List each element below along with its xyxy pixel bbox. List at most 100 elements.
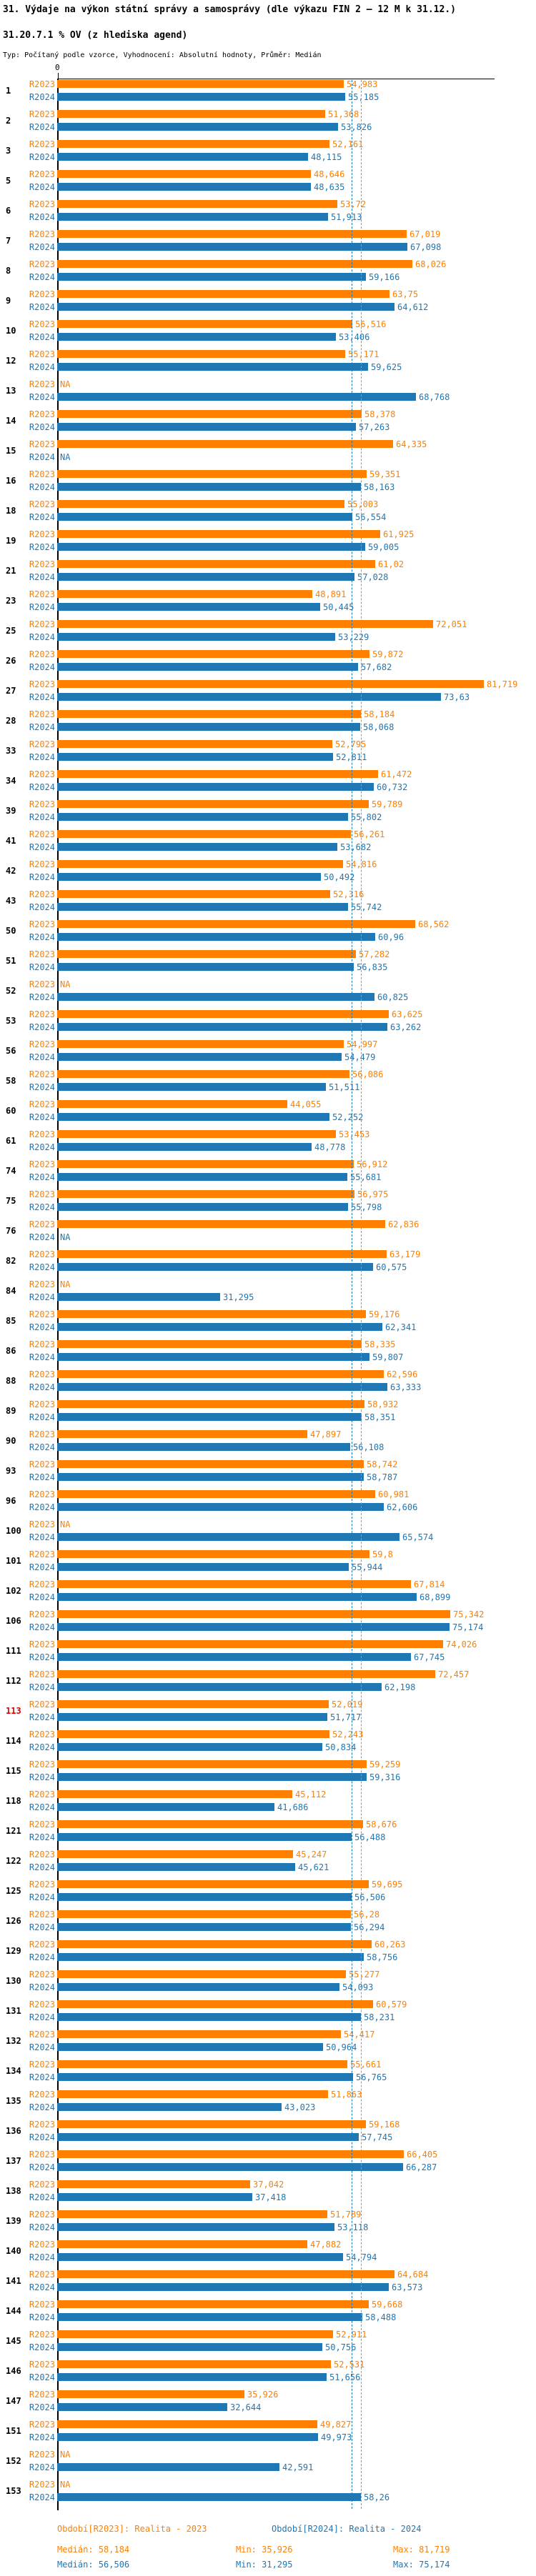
series-label-r2024: R2024 [29,1532,55,1542]
na-label: NA [60,1232,71,1242]
bar-r2024 [57,723,360,731]
series-label-r2023: R2023 [29,1129,55,1139]
bar-value-r2024: 48,115 [311,152,342,162]
bar-r2024 [57,1173,347,1181]
bar-value-r2024: 59,005 [368,542,399,552]
bar-value-r2024: 63,573 [392,2282,423,2292]
bar-r2024 [57,1863,295,1871]
series-label-r2024: R2024 [29,1832,55,1842]
row-number: 14 [6,416,16,426]
bar-r2024 [57,1893,352,1901]
bar-value-r2023: 67,019 [410,229,441,239]
bar-r2023 [57,2420,317,2428]
series-label-r2023: R2023 [29,1099,55,1109]
bar-r2024 [57,123,338,131]
bar-r2024 [57,2463,279,2471]
na-label: NA [60,452,71,462]
bar-value-r2024: 56,835 [357,962,388,972]
bar-value-r2024: 55,681 [350,1172,382,1182]
series-label-r2024: R2024 [29,1742,55,1752]
legend-2024-max: Max: 75,174 [393,2560,450,2570]
bar-r2023 [57,1100,287,1108]
series-label-r2023: R2023 [29,2450,55,2460]
bar-r2023 [57,2180,250,2188]
series-label-r2023: R2023 [29,439,55,449]
row-number: 28 [6,716,16,726]
bar-r2023 [57,710,361,718]
row-number: 10 [6,326,16,336]
row-number: 61 [6,1136,16,1146]
row-number: 115 [6,1766,21,1776]
bar-r2023 [57,1370,384,1378]
bar-value-r2024: 51,717 [330,1712,362,1722]
bar-r2023 [57,2120,366,2128]
series-label-r2024: R2024 [29,2042,55,2052]
bar-value-r2023: 63,179 [389,1249,421,1259]
bar-r2024 [57,393,416,401]
row-number: 134 [6,2066,21,2076]
bar-r2023 [57,530,380,538]
series-label-r2024: R2024 [29,1022,55,1032]
bar-r2024 [57,1263,373,1271]
row-number: 121 [6,1826,21,1836]
row-number: 2 [6,116,11,126]
bar-r2023 [57,200,337,208]
bar-r2024 [57,2373,327,2381]
bar-value-r2023: 66,405 [407,2150,438,2160]
series-label-r2023: R2023 [29,1369,55,1379]
series-label-r2024: R2024 [29,212,55,222]
bar-value-r2024: 57,745 [362,2132,393,2142]
series-label-r2023: R2023 [29,2420,55,2430]
bar-value-r2024: 56,294 [354,1922,385,1932]
series-label-r2023: R2023 [29,979,55,989]
series-label-r2024: R2024 [29,1232,55,1242]
bar-value-r2024: 58,351 [364,1412,396,1422]
bar-value-r2024: 51,656 [329,2372,361,2382]
row-number: 6 [6,206,11,216]
bar-r2024 [57,2493,361,2501]
series-label-r2024: R2024 [29,1262,55,1272]
series-label-r2024: R2024 [29,902,55,912]
row-number: 18 [6,506,16,516]
series-label-r2023: R2023 [29,2480,55,2490]
bar-r2023 [57,2390,244,2398]
bar-value-r2023: 59,351 [369,469,401,479]
bar-r2024 [57,1563,349,1571]
bar-value-r2024: 56,554 [355,512,387,522]
row-number: 5 [6,176,11,186]
row-number: 33 [6,746,16,756]
bar-value-r2023: 59,8 [372,1549,393,1559]
row-number: 3 [6,146,11,156]
bar-value-r2024: 55,802 [351,812,382,822]
bar-value-r2023: 37,042 [253,2180,284,2190]
row-number: 53 [6,1016,16,1026]
chart-subtitle: 31.20.7.1 % OV (z hlediska agend) [3,30,188,41]
bar-value-r2024: 53,826 [341,122,372,132]
bar-r2024 [57,1803,274,1811]
row-number: 135 [6,2096,21,2106]
series-label-r2023: R2023 [29,2000,55,2010]
bar-value-r2024: 54,093 [342,1982,374,1992]
row-number: 153 [6,2486,21,2496]
bar-value-r2024: 53,406 [339,332,370,342]
series-label-r2024: R2024 [29,1652,55,1662]
bar-value-r2024: 64,612 [397,302,429,312]
bar-value-r2023: 59,695 [372,1879,403,1889]
series-label-r2024: R2024 [29,1352,55,1362]
bar-r2024 [57,273,366,281]
bar-value-r2023: 52,795 [335,739,367,749]
bar-r2023 [57,110,325,118]
series-label-r2023: R2023 [29,1669,55,1679]
row-number: 21 [6,566,16,576]
bar-r2023 [57,1310,366,1318]
bar-value-r2023: 59,872 [372,649,404,659]
bar-value-r2023: 51,863 [331,2090,362,2100]
series-label-r2024: R2024 [29,2072,55,2082]
row-number: 51 [6,956,16,966]
bar-value-r2023: 56,28 [354,1909,380,1919]
series-label-r2023: R2023 [29,199,55,209]
bar-r2023 [57,1490,375,1498]
bar-value-r2023: 58,742 [367,1459,398,1469]
row-number: 145 [6,2336,21,2346]
series-label-r2024: R2024 [29,1502,55,1512]
